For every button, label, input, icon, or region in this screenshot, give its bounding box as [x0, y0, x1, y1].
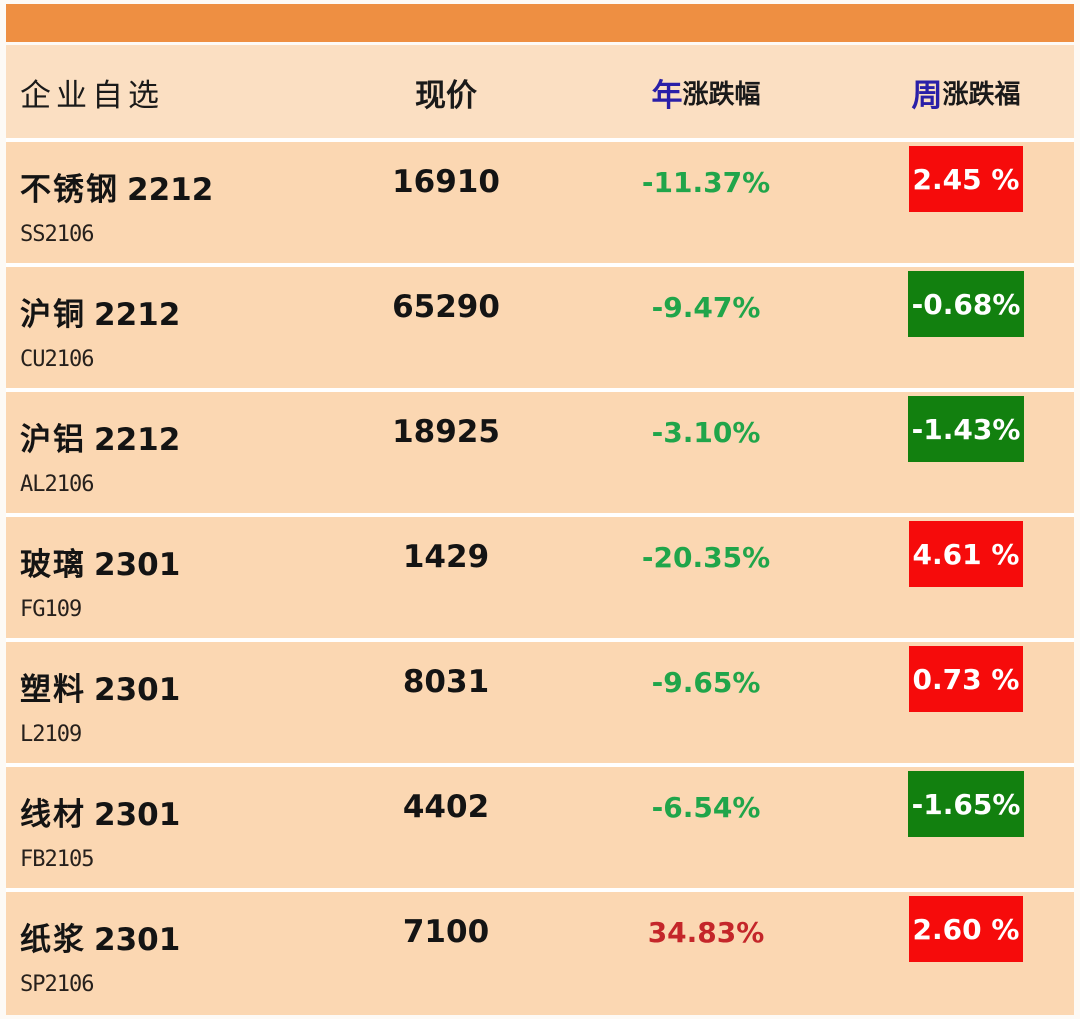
contract-month: 2212: [94, 297, 181, 333]
row-separator: [6, 888, 1074, 892]
row-instrument-name: 纸浆 2301: [20, 914, 180, 959]
row-week-change-cell: -1.43%: [866, 392, 1066, 515]
table-row[interactable]: 玻璃 2301 FG109 1429 -20.35% 4.61 %: [6, 517, 1074, 640]
contract-month: 2301: [94, 547, 181, 583]
column-header-price: 现价: [415, 78, 477, 114]
instrument-label: 线材: [20, 797, 86, 833]
row-instrument-code: FG109: [20, 597, 82, 622]
row-instrument-code: AL2106: [20, 472, 94, 497]
table-row[interactable]: 线材 2301 FB2105 4402 -6.54% -1.65%: [6, 767, 1074, 890]
row-current-price: 7100: [402, 914, 490, 950]
row-year-change: 34.83%: [647, 916, 765, 949]
table-row[interactable]: 塑料 2301 L2109 8031 -9.65% 0.73 %: [6, 642, 1074, 765]
row-year-change: -11.37%: [641, 166, 771, 199]
year-header-rest: 涨跌幅: [682, 80, 761, 110]
row-year-change: -20.35%: [641, 541, 771, 574]
row-instrument-name: 线材 2301: [20, 789, 180, 834]
row-week-change-cell: -0.68%: [866, 267, 1066, 390]
week-change-badge: 0.73 %: [908, 646, 1024, 712]
week-change-badge: 2.45 %: [908, 146, 1024, 212]
row-week-change-cell: 0.73 %: [866, 642, 1066, 765]
instrument-label: 不锈钢: [20, 172, 119, 208]
table-row[interactable]: 纸浆 2301 SP2106 7100 34.83% 2.60 %: [6, 892, 1074, 1015]
row-instrument-name: 塑料 2301: [20, 664, 180, 709]
table-row[interactable]: 沪铜 2212 CU2106 65290 -9.47% -0.68%: [6, 267, 1074, 390]
table-header-row: 企业自选 现价 年涨跌幅 周涨跌福: [6, 45, 1074, 140]
contract-month: 2301: [94, 672, 181, 708]
row-separator: [6, 263, 1074, 267]
row-current-price: 65290: [392, 289, 500, 325]
row-current-price: 4402: [402, 789, 490, 825]
row-separator: [6, 763, 1074, 767]
row-instrument-name: 沪铝 2212: [20, 414, 180, 459]
contract-month: 2301: [94, 922, 181, 958]
row-week-change-cell: 2.45 %: [866, 142, 1066, 265]
row-year-change: -3.10%: [651, 416, 761, 449]
week-header-highlight: 周: [911, 78, 943, 114]
instrument-label: 沪铜: [20, 297, 86, 333]
week-change-badge: 2.60 %: [908, 896, 1024, 962]
row-separator: [6, 638, 1074, 642]
column-header-week-change: 周涨跌福: [866, 45, 1066, 140]
week-change-badge: -1.43%: [907, 396, 1025, 462]
row-current-price: 18925: [392, 414, 500, 450]
row-week-change-cell: 2.60 %: [866, 892, 1066, 1015]
top-banner: [6, 4, 1074, 42]
instrument-label: 纸浆: [20, 922, 86, 958]
row-separator: [6, 388, 1074, 392]
row-instrument-code: FB2105: [20, 847, 94, 872]
week-change-badge: 4.61 %: [908, 521, 1024, 587]
contract-month: 2212: [94, 422, 181, 458]
row-instrument-name: 不锈钢 2212: [20, 164, 213, 209]
column-header-name: 企业自选: [20, 78, 164, 114]
row-instrument-code: SP2106: [20, 972, 94, 997]
row-separator: [6, 138, 1074, 142]
instrument-label: 沪铝: [20, 422, 86, 458]
row-year-change: -9.65%: [651, 666, 761, 699]
row-separator: [6, 513, 1074, 517]
table-row[interactable]: 沪铝 2212 AL2106 18925 -3.10% -1.43%: [6, 392, 1074, 515]
row-current-price: 8031: [402, 664, 490, 700]
row-instrument-code: CU2106: [20, 347, 94, 372]
row-year-change: -6.54%: [651, 791, 761, 824]
year-header-highlight: 年: [651, 78, 683, 114]
row-year-change: -9.47%: [651, 291, 761, 324]
row-current-price: 16910: [392, 164, 500, 200]
instrument-label: 塑料: [20, 672, 86, 708]
instrument-label: 玻璃: [20, 547, 86, 583]
row-instrument-code: L2109: [20, 722, 82, 747]
week-change-badge: -1.65%: [907, 771, 1025, 837]
row-week-change-cell: 4.61 %: [866, 517, 1066, 640]
week-change-badge: -0.68%: [907, 271, 1025, 337]
contract-month: 2212: [127, 172, 214, 208]
row-current-price: 1429: [402, 539, 490, 575]
row-instrument-code: SS2106: [20, 222, 94, 247]
week-header-rest: 涨跌福: [942, 80, 1021, 110]
row-week-change-cell: -1.65%: [866, 767, 1066, 890]
column-header-year-change: 年涨跌幅: [606, 45, 806, 140]
table-row[interactable]: 不锈钢 2212 SS2106 16910 -11.37% 2.45 %: [6, 142, 1074, 265]
contract-month: 2301: [94, 797, 181, 833]
row-instrument-name: 玻璃 2301: [20, 539, 180, 584]
row-instrument-name: 沪铜 2212: [20, 289, 180, 334]
